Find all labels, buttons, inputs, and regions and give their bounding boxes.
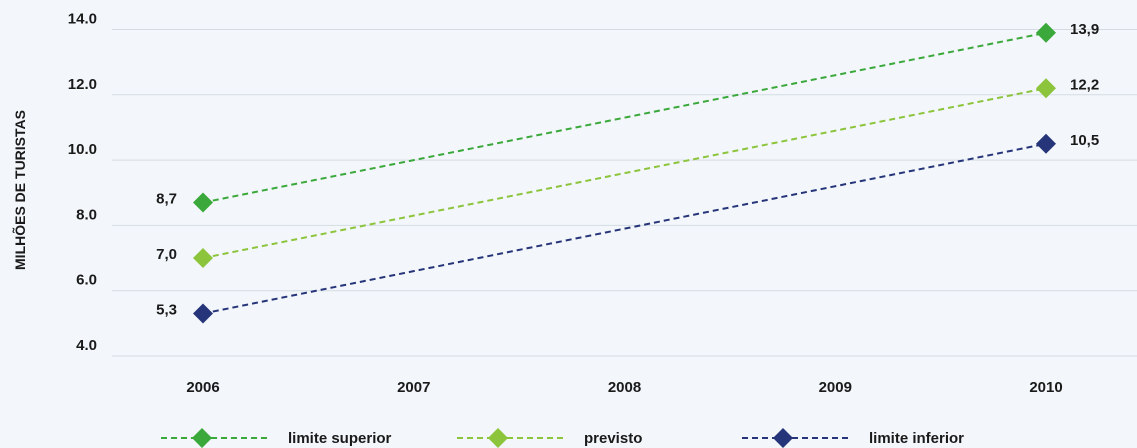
y-tick-label: 10.0 bbox=[68, 141, 97, 158]
data-labels: 8,7 13,9 7,0 12,2 5,3 10,5 bbox=[156, 21, 1099, 319]
series-line bbox=[202, 31, 1047, 204]
data-label: 12,2 bbox=[1070, 76, 1099, 93]
data-point-marker bbox=[193, 192, 213, 213]
gridlines bbox=[112, 29, 1137, 357]
data-point-marker bbox=[1036, 22, 1056, 43]
data-label: 10,5 bbox=[1070, 132, 1099, 149]
y-tick-label: 8.0 bbox=[76, 206, 97, 223]
y-tick-label: 4.0 bbox=[76, 337, 97, 354]
data-label: 13,9 bbox=[1070, 21, 1099, 38]
data-point-marker bbox=[193, 248, 213, 269]
x-tick-label: 2010 bbox=[1029, 379, 1062, 396]
legend-item: limite superior bbox=[161, 428, 392, 448]
data-point-marker bbox=[1036, 78, 1056, 99]
y-axis-ticks: 4.0 6.0 8.0 10.0 12.0 14.0 bbox=[68, 11, 97, 355]
data-point-marker bbox=[193, 303, 213, 324]
y-tick-label: 14.0 bbox=[68, 11, 97, 28]
x-axis-ticks: 2006 2007 2008 2009 2010 bbox=[186, 379, 1062, 396]
series-group bbox=[193, 22, 1056, 324]
series-line bbox=[202, 142, 1047, 315]
legend-marker bbox=[488, 428, 508, 448]
series-line bbox=[202, 87, 1047, 260]
y-tick-label: 12.0 bbox=[68, 76, 97, 93]
y-tick-label: 6.0 bbox=[76, 272, 97, 289]
y-axis-label: MILHÕES DE TURISTAS bbox=[11, 110, 28, 270]
legend-item: previsto bbox=[457, 428, 642, 448]
x-tick-label: 2007 bbox=[397, 379, 430, 396]
data-point-marker bbox=[1036, 133, 1056, 154]
legend: limite superior previsto limite inferior bbox=[161, 428, 964, 448]
x-tick-label: 2006 bbox=[186, 379, 219, 396]
legend-label: previsto bbox=[584, 430, 642, 447]
legend-label: limite inferior bbox=[869, 430, 964, 447]
legend-label: limite superior bbox=[288, 430, 392, 447]
legend-marker bbox=[773, 428, 793, 448]
x-tick-label: 2009 bbox=[819, 379, 852, 396]
legend-marker bbox=[192, 428, 212, 448]
data-label: 8,7 bbox=[156, 191, 177, 208]
x-tick-label: 2008 bbox=[608, 379, 641, 396]
data-label: 7,0 bbox=[156, 246, 177, 263]
legend-item: limite inferior bbox=[742, 428, 964, 448]
data-label: 5,3 bbox=[156, 302, 177, 319]
